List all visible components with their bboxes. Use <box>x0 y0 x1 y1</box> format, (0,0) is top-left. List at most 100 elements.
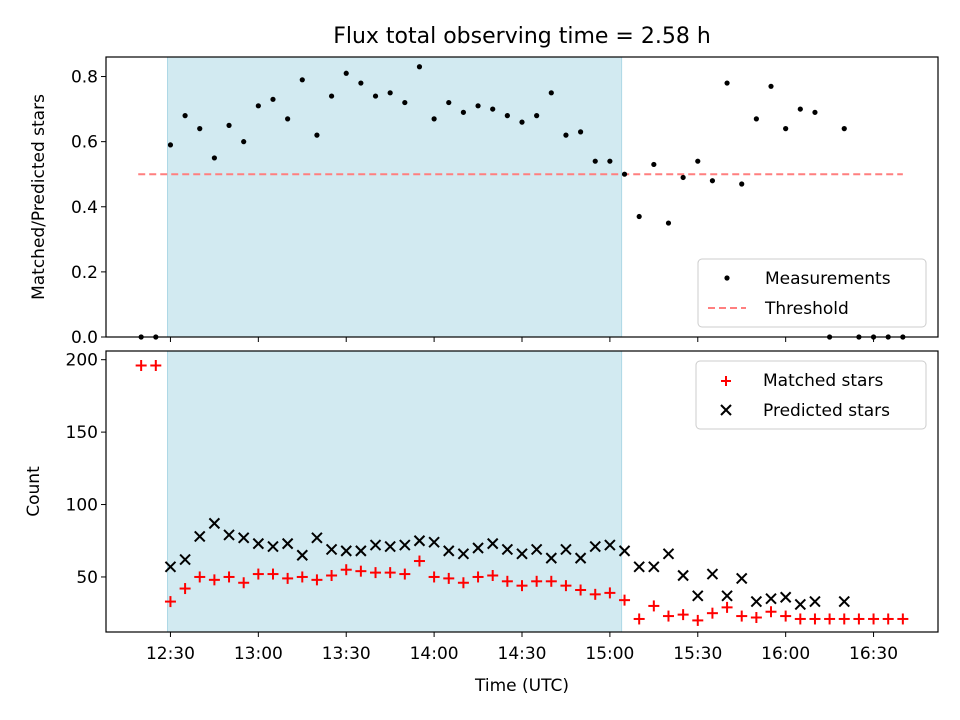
measurement-point <box>431 116 437 122</box>
predicted-marker-b <box>692 590 704 602</box>
measurement-point <box>841 126 847 132</box>
predicted-marker-b <box>794 598 807 611</box>
top-y-tick-label: 0.2 <box>71 263 98 283</box>
predicted-star-point <box>589 540 601 553</box>
predicted-marker-b <box>325 543 338 556</box>
predicted-marker-b <box>252 537 265 550</box>
legend-predicted-label: Predicted stars <box>763 401 890 421</box>
predicted-star-point <box>618 545 631 557</box>
legend-measurements-label: Measurements <box>765 269 891 289</box>
measurement-point <box>211 155 217 161</box>
measurement-point <box>636 213 642 220</box>
predicted-marker-b <box>545 552 558 564</box>
predicted-marker-b <box>765 592 777 605</box>
matched-star-point <box>545 575 557 587</box>
predicted-marker-b <box>208 517 221 530</box>
predicted-marker-b <box>604 539 616 551</box>
matched-star-point <box>604 587 616 599</box>
matched-star-point <box>326 570 338 582</box>
measurement-point <box>182 113 188 119</box>
top-y-tick-label: 0.4 <box>71 198 98 218</box>
measurement-point <box>226 122 232 128</box>
matched-star-point <box>164 596 176 608</box>
predicted-marker-b <box>516 548 528 560</box>
predicted-marker-b <box>750 595 763 608</box>
measurement-point <box>753 116 759 122</box>
matched-star-point <box>135 359 147 371</box>
measurement-point <box>724 80 730 86</box>
predicted-marker-b <box>472 542 484 554</box>
measurement-point <box>446 99 452 106</box>
predicted-marker-b <box>779 591 792 603</box>
predicted-star-point <box>237 532 250 544</box>
x-tick-label: 15:00 <box>585 644 634 664</box>
measurement-point <box>680 174 686 181</box>
matched-star-point <box>633 613 645 625</box>
measurement-point <box>548 90 554 96</box>
measurement-point <box>343 70 349 76</box>
measurement-point <box>783 126 789 132</box>
measurement-point <box>812 109 818 115</box>
matched-star-point <box>692 614 704 626</box>
predicted-star-point <box>223 529 235 541</box>
predicted-star-point <box>750 595 763 608</box>
matched-star-point <box>457 577 469 589</box>
matched-star-point <box>662 610 674 622</box>
measurement-point <box>299 77 305 83</box>
x-tick-label: 16:00 <box>761 644 810 664</box>
predicted-star-point <box>486 537 499 550</box>
predicted-marker-b <box>457 548 470 560</box>
x-tick-label: 14:00 <box>410 644 459 664</box>
measurement-point <box>739 181 745 187</box>
top-y-axis-label: Matched/Predicted stars <box>29 94 49 300</box>
measurement-point <box>167 142 174 148</box>
matched-star-point <box>897 613 909 625</box>
predicted-star-point <box>662 548 675 560</box>
matched-star-point <box>179 583 191 595</box>
chart-title: Flux total observing time = 2.58 h <box>333 24 711 49</box>
predicted-marker-b <box>530 543 543 556</box>
measurement-point <box>490 106 496 112</box>
bottom-observing-interval <box>167 350 623 633</box>
matched-star-point <box>208 574 220 586</box>
matched-star-point <box>868 613 880 625</box>
measurement-point <box>709 178 716 184</box>
predicted-star-point <box>765 592 777 605</box>
predicted-marker-b <box>223 529 235 541</box>
predicted-star-point <box>355 545 367 557</box>
x-tick-label: 15:30 <box>673 644 722 664</box>
matched-star-point <box>472 571 484 583</box>
predicted-marker-b <box>560 543 572 556</box>
predicted-star-point <box>472 542 484 554</box>
legend-matched-label: Matched stars <box>763 371 883 391</box>
measurement-point <box>358 80 364 86</box>
predicted-star-point <box>281 537 294 550</box>
predicted-marker-b <box>281 537 294 550</box>
bottom-y-tick-label: 200 <box>66 351 98 371</box>
predicted-marker-b <box>355 545 367 557</box>
matched-star-point <box>443 572 455 584</box>
measurement-point <box>577 129 584 135</box>
matched-star-point <box>765 606 777 618</box>
predicted-star-point <box>706 568 719 580</box>
predicted-marker-b <box>721 590 733 602</box>
matched-star-point <box>736 610 748 622</box>
matched-star-point <box>750 612 762 624</box>
predicted-star-point <box>530 543 543 556</box>
matched-star-point <box>648 600 660 612</box>
predicted-marker-b <box>384 540 396 553</box>
measurement-point <box>695 158 701 164</box>
predicted-marker-b <box>296 549 308 561</box>
legend-threshold-label: Threshold <box>764 299 849 319</box>
measurement-point <box>607 158 613 164</box>
measurement-point <box>534 113 540 119</box>
predicted-star-point <box>296 549 308 561</box>
predicted-star-point <box>692 590 704 602</box>
predicted-star-point <box>443 545 455 557</box>
measurement-point <box>768 83 774 89</box>
matched-star-point <box>238 577 250 589</box>
measurement-point <box>387 90 393 96</box>
predicted-marker-b <box>501 543 514 556</box>
predicted-marker-b <box>399 539 411 551</box>
predicted-marker-b <box>648 561 660 573</box>
